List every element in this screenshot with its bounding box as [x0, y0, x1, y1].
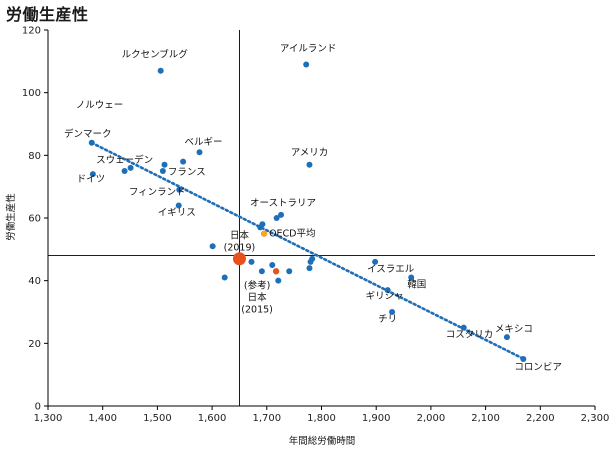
point-label: オーストラリア: [250, 198, 316, 209]
x-tick-label: 2,100: [471, 413, 500, 424]
data-point-oecd-average: [260, 230, 268, 237]
point-label: イギリス: [158, 207, 196, 218]
point-label: ドイツ: [77, 174, 106, 185]
x-axis-title: 年間総労働時間: [289, 435, 356, 447]
data-point: [161, 161, 168, 168]
point-label: (2015): [241, 304, 273, 315]
data-point: [303, 61, 310, 68]
data-points-layer: [88, 61, 527, 362]
x-tick-label: 1,700: [252, 413, 281, 424]
data-point: [278, 211, 285, 218]
y-tick-label: 40: [28, 276, 41, 287]
point-label: ギリシャ: [366, 291, 404, 302]
point-label: イスラエル: [367, 264, 415, 275]
data-point: [121, 168, 128, 174]
trendline-layer: [90, 141, 526, 361]
point-label: チリ: [378, 314, 397, 325]
data-point: [286, 268, 293, 275]
data-point: [88, 139, 95, 146]
data-point: [196, 149, 203, 156]
data-point: [248, 258, 255, 265]
data-point: [89, 171, 96, 178]
data-point: [384, 287, 391, 294]
trendline: [90, 141, 526, 361]
data-point: [503, 334, 510, 341]
point-label: スウェーデン: [96, 154, 153, 166]
point-label: コスタリカ: [446, 330, 494, 341]
y-axis-title: 労働生産性: [5, 193, 17, 241]
point-label: フランス: [168, 167, 206, 178]
axes-and-reference-lines: [47, 30, 595, 407]
x-tick-label: 1,900: [362, 413, 391, 424]
y-tick-label: 0: [35, 402, 41, 413]
data-point: [127, 164, 134, 171]
data-point: [221, 274, 228, 281]
point-label: 日本: [230, 230, 250, 242]
data-point: [372, 258, 379, 265]
point-label: (2019): [224, 243, 256, 254]
data-point: [180, 158, 187, 165]
y-tick-label: 100: [22, 88, 41, 99]
point-label: (参考): [244, 279, 270, 291]
data-point: [273, 215, 280, 221]
point-label: アイルランド: [280, 43, 337, 54]
data-point: [389, 309, 396, 315]
x-tick-label: 1,400: [88, 413, 117, 424]
point-label: メキシコ: [495, 324, 533, 335]
x-tick-label: 1,800: [307, 413, 336, 424]
point-label: ベルギー: [185, 137, 223, 148]
data-point: [157, 67, 164, 74]
x-tick-label: 2,000: [417, 413, 446, 424]
y-tick-label: 20: [28, 339, 41, 350]
data-point: [307, 258, 314, 265]
data-point: [520, 356, 527, 362]
data-point: [275, 277, 282, 284]
point-label: 韓国: [407, 280, 426, 291]
point-label: コロンビア: [514, 362, 562, 373]
point-label: ルクセンブルグ: [122, 49, 189, 61]
point-label: フィンランド: [129, 187, 186, 198]
point-label: OECD平均: [269, 228, 315, 240]
x-tick-label: 2,200: [526, 413, 555, 424]
data-point: [306, 265, 313, 272]
x-tick-label: 2,300: [581, 413, 610, 424]
point-label: アメリカ: [291, 148, 329, 159]
data-point: [176, 186, 183, 193]
data-point: [175, 202, 182, 209]
x-tick-label: 1,500: [143, 413, 172, 424]
data-point: [257, 224, 264, 231]
tick-labels-layer: 1,300 1,400 1,500 1,600 1,700 1,800 1,900 2,000…: [22, 26, 609, 425]
data-point: [209, 243, 216, 250]
data-point: [408, 274, 415, 281]
data-point-japan-2019: [232, 252, 246, 266]
point-label: 日本: [248, 291, 268, 303]
point-label: デンマーク: [64, 128, 112, 140]
y-tick-label: 120: [22, 26, 41, 37]
chart-title: 労働生産性: [6, 5, 89, 24]
point-label: ノルウェー: [76, 100, 124, 111]
x-tick-label: 1,600: [198, 413, 227, 424]
data-point: [159, 168, 166, 174]
data-point: [306, 161, 313, 168]
data-point-japan-2015: [272, 268, 280, 275]
data-point: [269, 262, 276, 268]
point-labels-layer: ルクセンブルグ アイルランドデンマークベルギーアメリカスウェーデンフランスドイツフ…: [64, 43, 562, 373]
data-point: [460, 324, 467, 331]
data-point: [258, 268, 265, 275]
y-tick-label: 80: [28, 151, 41, 162]
y-tick-label: 60: [28, 214, 41, 225]
x-tick-label: 1,300: [34, 413, 63, 424]
